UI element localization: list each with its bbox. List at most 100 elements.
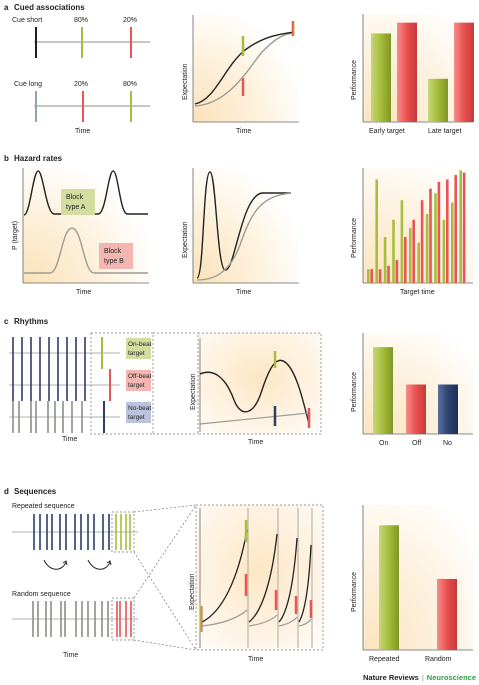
journal-name: Nature Reviews	[363, 673, 419, 682]
expectation-b-ylabel: Expectation	[182, 221, 189, 258]
section-title-c: Rhythms	[14, 317, 49, 326]
expectation-d-rand-2	[248, 614, 278, 627]
performance-b-bar-6-0	[417, 242, 420, 283]
performance-b-bar-3-0	[392, 219, 395, 283]
on-beat-line2: target	[128, 350, 145, 357]
performance-d-cat-repeated: Repeated	[369, 656, 399, 663]
expectation-d-xlabel: Time	[248, 656, 263, 663]
performance-b-bar-9-1	[446, 179, 449, 283]
performance-b-xlabel: Target time	[400, 289, 435, 296]
expectation-b-curve-a	[196, 171, 291, 279]
cue-long-prob-1: 20%	[74, 81, 88, 88]
section-title-a: Cued associations	[14, 3, 85, 12]
performance-b-bar-9-0	[442, 219, 446, 283]
expectation-d-rep-4	[298, 544, 312, 623]
expectation-d-rep-1	[201, 529, 248, 623]
performance-b-bar-2-0	[383, 237, 387, 283]
off-beat-line1: Off-beat	[128, 373, 152, 380]
expectation-plot-c-box	[197, 332, 322, 435]
performance-a-bar-1-0	[428, 78, 448, 122]
sequence-timelines	[12, 514, 138, 637]
section-a: a Cued associations Cue short 80% 20% Cu…	[4, 3, 474, 135]
performance-d-cat-random: Random	[425, 656, 452, 663]
expectation-d-rand-4	[298, 618, 312, 627]
expectation-c-curve	[199, 359, 310, 425]
section-d: d Sequences Repeated sequence Random seq…	[4, 487, 473, 663]
cue-short-label: Cue short	[12, 17, 42, 24]
performance-b-bar-5-1	[412, 219, 415, 283]
block-b-box	[99, 243, 133, 269]
expectation-curve-long-cue	[194, 32, 295, 107]
performance-b-bars	[367, 170, 466, 283]
journal-credit: Nature Reviews | Neuroscience	[363, 673, 476, 682]
performance-b-bar-0-0	[367, 269, 370, 283]
performance-b-bar-8-1	[437, 181, 441, 283]
performance-b-bar-11-0	[459, 170, 462, 283]
performance-b-bar-11-1	[462, 172, 466, 283]
cue-long-prob-2: 80%	[123, 81, 137, 88]
performance-a-bar-0-1	[397, 22, 417, 122]
section-letter-c: c	[4, 317, 9, 326]
connector-rand-top	[133, 504, 197, 599]
expectation-c-ylabel: Expectation	[190, 373, 197, 410]
repeated-zoom-box	[111, 511, 135, 553]
random-seq-label: Random sequence	[12, 591, 71, 598]
block-a-line2: type A	[66, 204, 86, 211]
block-b-line1: Block	[104, 248, 122, 255]
performance-b-bar-3-1	[395, 260, 399, 283]
section-b: b Hazard rates Block type A Block type B…	[4, 154, 473, 296]
cue-short-prob-1: 80%	[74, 17, 88, 24]
performance-a-cat-early: Early target	[369, 128, 405, 135]
no-beat-line2: target	[128, 414, 145, 421]
performance-c-bar-2	[438, 384, 458, 434]
loop-arrowhead-1	[62, 560, 68, 566]
expectation-d-rand-1	[201, 609, 248, 627]
performance-b-ylabel: Performance	[351, 218, 358, 258]
section-letter-b: b	[4, 154, 9, 163]
connector-rep-top	[133, 504, 197, 513]
off-beat-box	[126, 370, 151, 391]
off-beat-line2: target	[128, 382, 145, 389]
performance-c-bar-0	[373, 347, 393, 434]
connector-rand-bottom	[133, 639, 197, 651]
repeated-seq-label: Repeated sequence	[12, 503, 75, 510]
cue-time-label: Time	[75, 128, 90, 135]
sequence-time-label: Time	[63, 652, 78, 659]
expectation-a-xlabel: Time	[236, 128, 251, 135]
journal-subject: Neuroscience	[427, 673, 476, 682]
no-beat-line1: No-beat	[128, 405, 151, 412]
cue-short-prob-2: 20%	[123, 17, 137, 24]
performance-a-cat-late: Late target	[428, 128, 462, 135]
performance-b-bar-1-1	[378, 269, 382, 283]
performance-b-bar-8-0	[434, 193, 437, 283]
performance-c-cat-off: Off	[412, 440, 421, 447]
performance-b-bar-6-1	[420, 200, 424, 283]
on-beat-box	[126, 338, 151, 359]
cue-long-label: Cue long	[14, 81, 42, 88]
performance-c-bar-1	[406, 384, 426, 434]
hazard-xlabel: Time	[76, 289, 91, 296]
section-letter-a: a	[4, 3, 9, 12]
hazard-curve-block-a	[23, 170, 148, 216]
loop-arrow-2	[87, 559, 111, 570]
section-c: c Rhythms Time On-beat target Off-beat t…	[4, 317, 473, 447]
section-title-b: Hazard rates	[14, 154, 63, 163]
hazard-ylabel: P (target)	[12, 221, 19, 250]
expectation-d-rep-2	[248, 533, 278, 623]
block-a-line1: Block	[66, 194, 84, 201]
performance-b-bar-4-0	[400, 200, 404, 283]
performance-d-bar-0	[379, 525, 399, 650]
performance-c-cat-no: No	[443, 440, 452, 447]
rhythm-time-label: Time	[62, 436, 77, 443]
connector-rep-bottom	[133, 551, 197, 651]
performance-a-bar-1-1	[454, 22, 474, 122]
credit-separator: |	[422, 673, 424, 682]
performance-b-bar-2-1	[387, 265, 390, 283]
block-a-box	[61, 189, 95, 215]
loop-arrowhead-2	[106, 560, 112, 566]
expectation-c-xlabel: Time	[248, 439, 263, 446]
block-b-line2: type B	[104, 258, 124, 265]
expectation-c-flat	[199, 412, 310, 425]
performance-a-ylabel: Performance	[351, 60, 358, 100]
